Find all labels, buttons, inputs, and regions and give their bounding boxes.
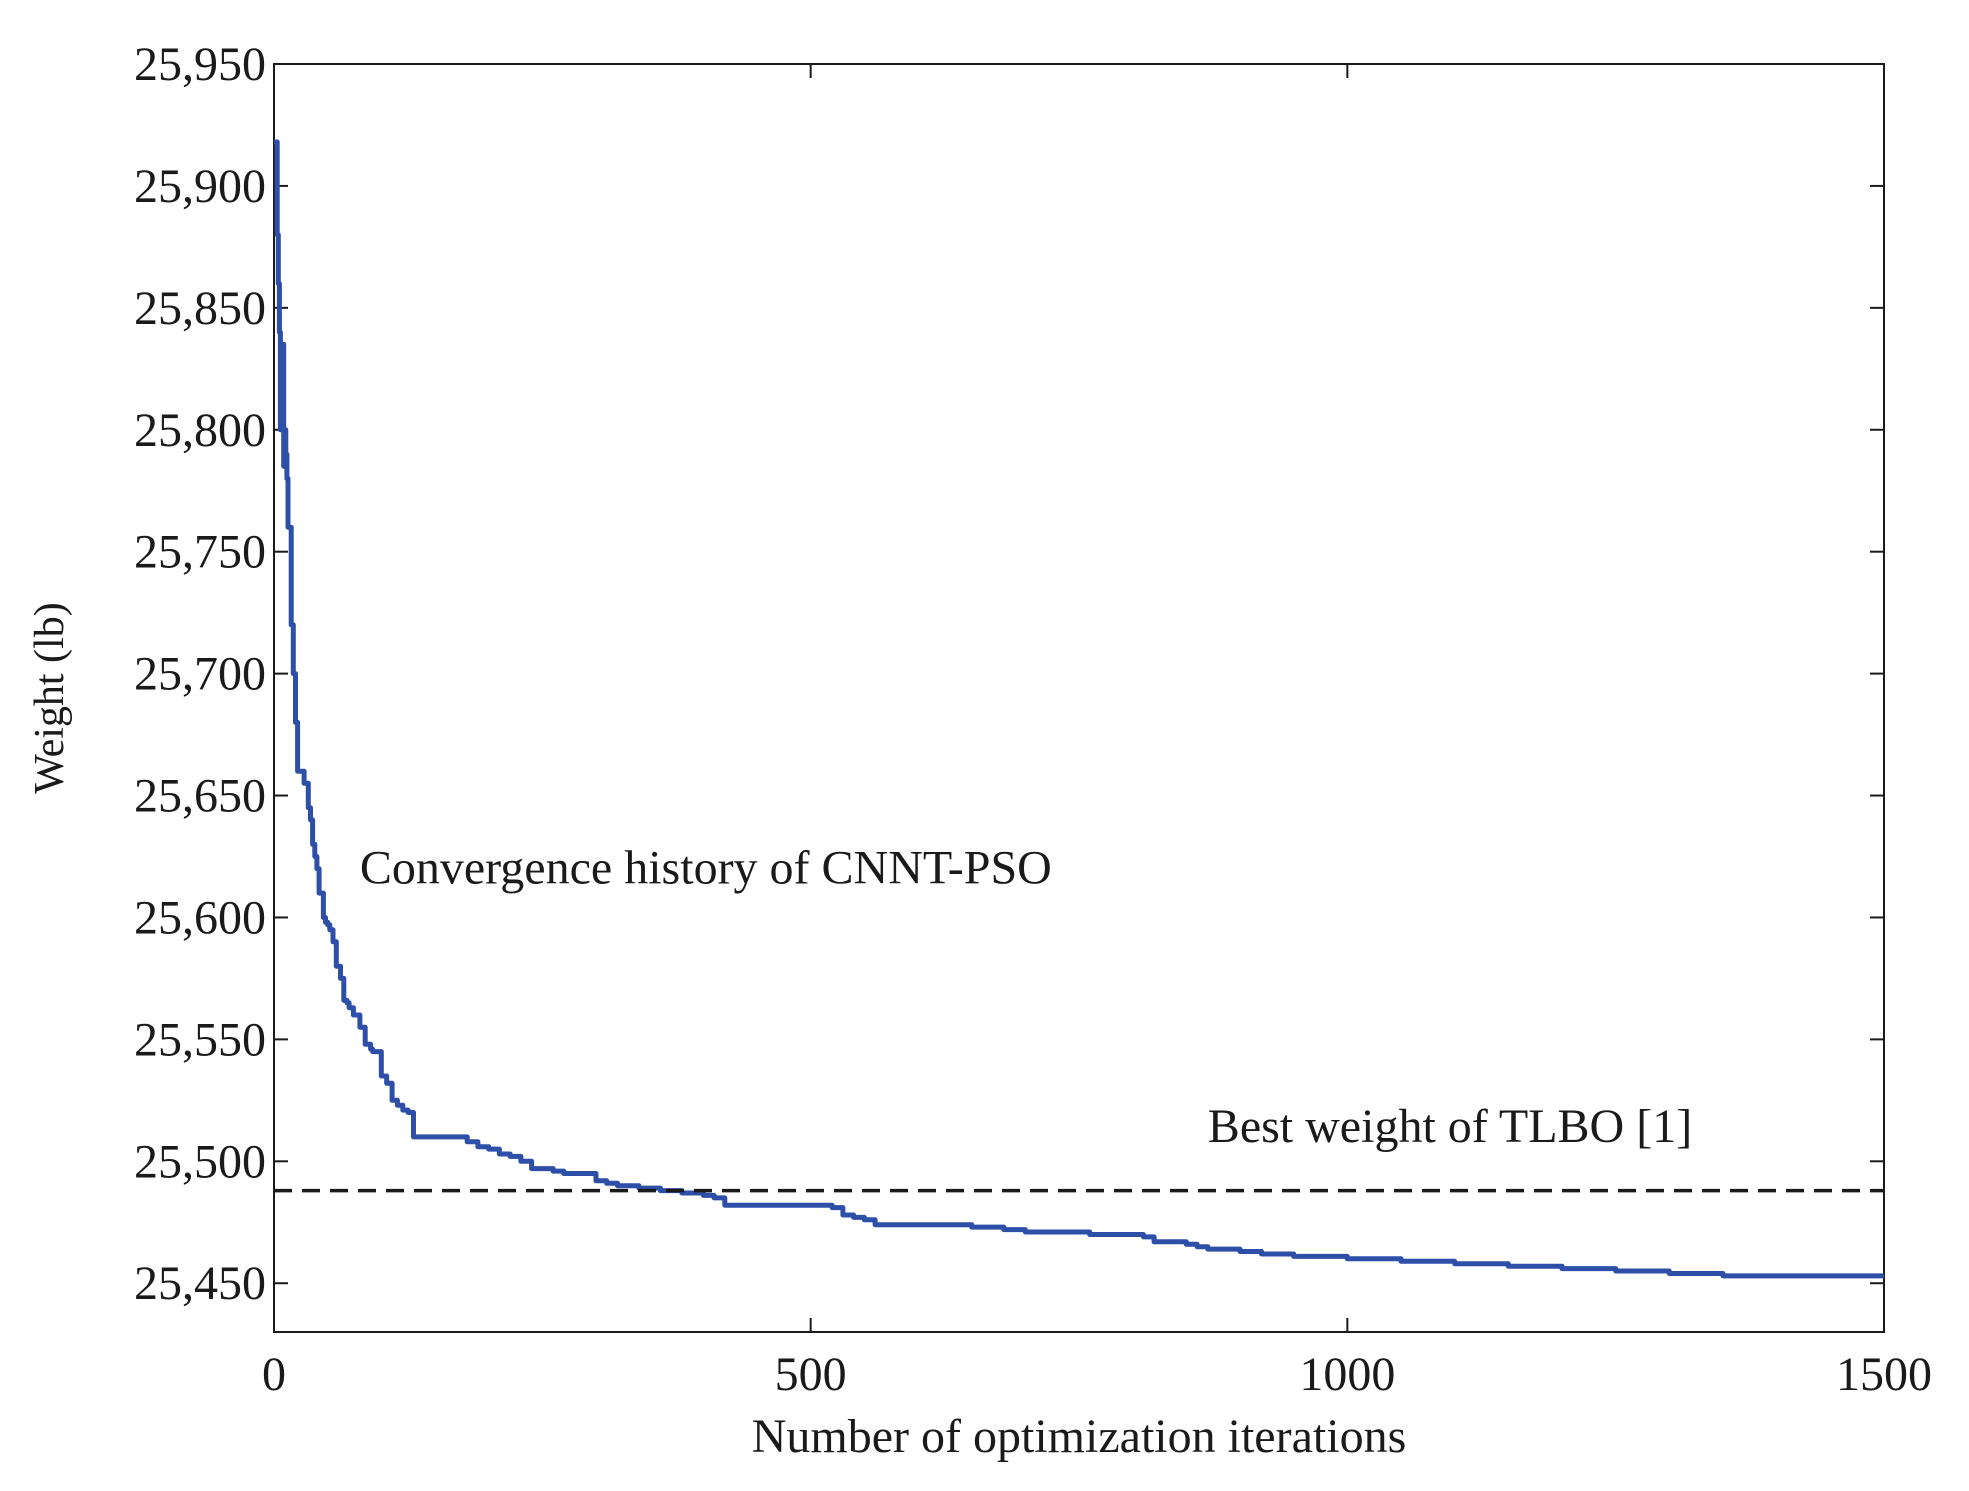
series-layer: [273, 139, 1884, 1279]
tick-labels: 0 500 1000 1500 25,450 25,500 25,550 25,600 25,6…: [134, 38, 1932, 1401]
annotation-tlbo: Best weight of TLBO [1]: [1208, 1100, 1692, 1153]
y-tick-label: 25,750: [134, 526, 266, 579]
y-tick-label: 25,500: [134, 1135, 266, 1188]
y-tick-label: 25,900: [134, 160, 266, 213]
x-tick-label: 500: [775, 1348, 847, 1401]
annotations: Convergence history of CNNT-PSO Best weig…: [360, 841, 1692, 1152]
x-axis-label: Number of optimization iterations: [752, 1410, 1407, 1463]
y-tick-label: 25,450: [134, 1257, 266, 1310]
y-tick-label: 25,550: [134, 1013, 266, 1066]
y-axis-label: Weight (lb): [27, 602, 73, 793]
y-tick-label: 25,800: [134, 404, 266, 457]
y-tick-label: 25,600: [134, 891, 266, 944]
y-tick-label: 25,700: [134, 648, 266, 701]
x-tick-label: 1500: [1836, 1348, 1932, 1401]
plot-area: [273, 63, 1885, 1333]
cnnt-pso-convergence-line: [273, 139, 1884, 1279]
y-tick-label: 25,950: [134, 38, 266, 91]
y-tick-label: 25,850: [134, 282, 266, 335]
annotation-cnnt-pso: Convergence history of CNNT-PSO: [360, 841, 1052, 894]
y-tick-label: 25,650: [134, 770, 266, 823]
x-tick-label: 0: [262, 1348, 286, 1401]
x-tick-label: 1000: [1299, 1348, 1395, 1401]
